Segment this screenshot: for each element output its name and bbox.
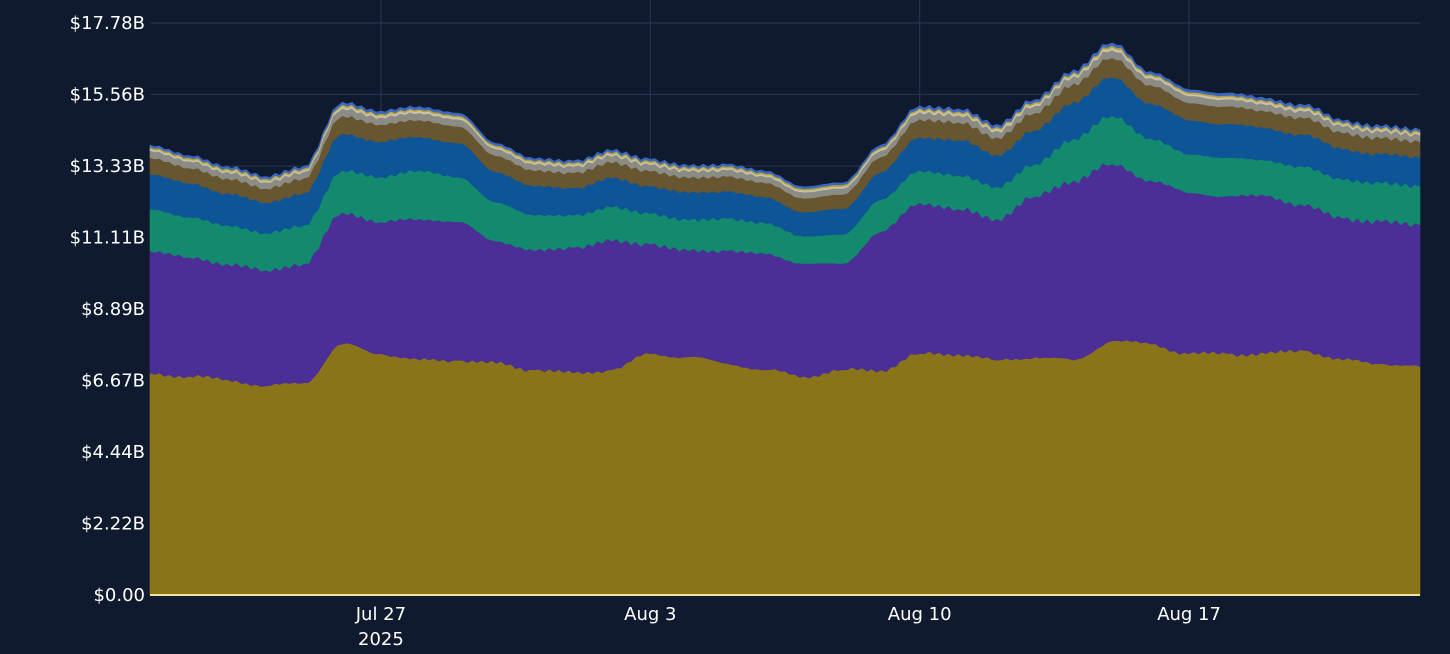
y-tick-label: $17.78B [70,13,145,34]
y-tick-label: $8.89B [81,299,145,320]
area-series-1 [149,339,1421,596]
x-tick-label: Jul 27 [355,604,406,625]
y-tick-label: $0.00 [93,585,145,606]
x-tick-label: Aug 3 [624,604,676,625]
y-tick-label: $4.44B [81,442,145,463]
x-tick-label: 2025 [358,629,404,650]
y-tick-label: $6.67B [81,370,145,391]
y-tick-label: $13.33B [70,156,145,177]
x-tick-label: Aug 10 [888,604,952,625]
y-tick-label: $11.11B [70,228,145,249]
axes: $0.00 $2.22B $4.44B $6.67B $8.89B $11.11B $13.… [70,13,1420,650]
y-tick-label: $15.56B [70,84,145,105]
area-series-group [149,42,1421,596]
y-tick-label: $2.22B [81,514,145,535]
area-series-9 [149,42,1421,190]
x-tick-label: Aug 17 [1157,604,1221,625]
